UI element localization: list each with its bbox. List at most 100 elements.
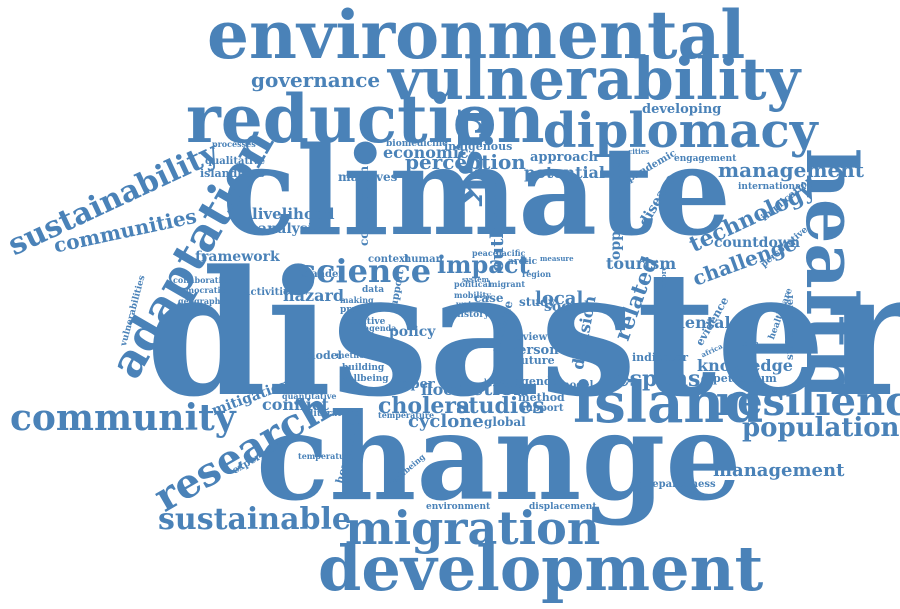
word-building: temperature <box>378 410 435 420</box>
word-flood: flood <box>421 380 466 399</box>
word-local: local <box>535 288 584 309</box>
word-migration: migration <box>345 501 601 555</box>
word-history: lancet <box>484 377 509 386</box>
word-impact: impact <box>437 250 530 279</box>
word-paper: paper <box>393 377 435 392</box>
word-term: water <box>456 299 482 309</box>
word-quantitative: quantitative <box>282 391 337 401</box>
word-potential: potential <box>524 163 605 182</box>
word-water: system <box>462 275 490 284</box>
word-islander: islander <box>298 269 344 280</box>
word-population: population <box>742 413 900 443</box>
word-study: study <box>519 295 556 309</box>
word-disaster: disaster <box>146 232 900 435</box>
word-planetary: shore <box>659 266 668 288</box>
word-conflict: conflict <box>262 395 329 414</box>
word-development: development <box>318 532 764 605</box>
word-vulnerability: vulnerability <box>388 45 801 113</box>
word-infrastructure: cities <box>628 147 650 156</box>
word-hazard: hazard <box>283 286 345 305</box>
word-international: international <box>738 182 805 192</box>
word-livelihood: livelihood <box>252 205 335 223</box>
word-framework: framework <box>195 249 280 265</box>
word-positive: practice <box>340 305 382 315</box>
word-countdown: countdown <box>714 235 801 251</box>
word-arctic: arctic <box>508 257 538 267</box>
word-lancet: review <box>511 332 548 343</box>
word-knowledge: knowledge <box>697 356 793 375</box>
word-context: context <box>368 254 410 265</box>
word-measure: model <box>559 380 594 391</box>
word-peace: peace <box>472 248 498 258</box>
word-mental: mental <box>668 313 731 332</box>
word-indigenous: indigenous <box>444 140 513 153</box>
word-migrant: method <box>518 391 565 404</box>
word-case: case <box>474 291 504 305</box>
word-outbreak: outbreak <box>487 180 508 272</box>
word-future: future <box>516 354 555 367</box>
word-temperature: temperature <box>298 451 355 461</box>
word-response: response <box>604 366 715 392</box>
word-policy: policy <box>389 324 436 340</box>
word-literature: literature <box>310 409 359 419</box>
word-tourism: tourism <box>606 254 677 273</box>
word-agenda: making <box>340 295 374 305</box>
word-action: action <box>458 376 528 400</box>
word-engagement: engagement <box>674 154 737 164</box>
word-economic: economic <box>383 143 469 162</box>
word-global: global <box>484 415 526 429</box>
word-conspicuous: processes <box>212 139 256 149</box>
word-model: positive <box>346 317 386 327</box>
word-extreme: method <box>336 350 370 360</box>
word-understanding: management <box>713 460 845 481</box>
word-method: agenda <box>364 323 397 333</box>
word-maldives: maldives <box>338 170 398 184</box>
word-climate: climate <box>222 119 732 263</box>
word-analysis: analysis <box>258 221 321 237</box>
word-preparedness: preparedness <box>640 479 716 490</box>
word-change: change <box>256 387 742 528</box>
word-diplomacy: diplomacy <box>543 103 818 159</box>
word-developing: developing <box>642 102 722 117</box>
word-practice: wellbeing <box>340 374 389 384</box>
word-reduction: reduction <box>186 80 545 158</box>
word-indicator: indicator <box>632 351 689 364</box>
word-qualitative: qualitative <box>205 156 266 167</box>
word-system: agenda <box>514 375 559 388</box>
word-cooperation: cooperation <box>357 165 371 246</box>
word-region: region <box>522 269 552 279</box>
word-environment: environment <box>426 502 491 512</box>
word-studies: studies <box>456 393 545 419</box>
word-pacific: pacific <box>496 248 526 258</box>
word-perception: perception <box>405 150 526 174</box>
word-geography: geography <box>178 296 226 306</box>
word-cholera: cholera <box>378 393 471 419</box>
word-cyclone: cyclone <box>408 411 484 432</box>
word-approach: approach <box>530 150 598 165</box>
word-petroleum: petroleum <box>713 372 777 385</box>
word-environmental: environmental <box>207 0 746 74</box>
word-island: island <box>573 370 764 436</box>
word-activities: activities <box>244 287 296 298</box>
word-social: social <box>544 299 590 315</box>
word-mobility: measure <box>540 254 574 263</box>
word-africa: mobility <box>454 290 491 300</box>
word-sustainable: sustainable <box>158 502 351 537</box>
word-governance: governance <box>251 68 381 92</box>
word-processes: data <box>362 285 385 295</box>
word-making: building <box>342 363 385 373</box>
word-collaboration: collaboration <box>173 275 233 285</box>
word-human: human <box>404 254 443 265</box>
word-islandness: islandness <box>200 167 265 180</box>
word-displacement: displacement <box>529 502 597 512</box>
word-cities: political <box>454 279 491 289</box>
word-democratic: democratic <box>175 285 226 295</box>
word-management: management <box>718 158 864 182</box>
word-community: community <box>10 397 236 439</box>
word-data: migrant <box>489 279 526 289</box>
word-shore: history <box>454 310 490 320</box>
word-person: person <box>509 343 559 358</box>
word-resilience: resilience <box>716 378 900 425</box>
word-political: support <box>520 403 564 414</box>
